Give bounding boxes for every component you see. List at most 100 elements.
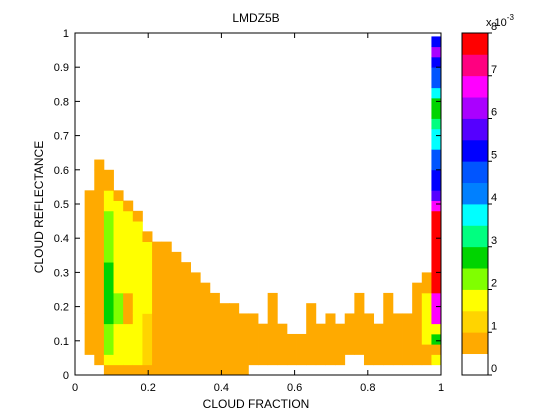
heatmap-cell [132, 262, 143, 314]
colorbar-swatch [462, 33, 488, 55]
colorbar-swatch [462, 204, 488, 226]
colorbar-tick-label: 8 [491, 21, 497, 33]
heatmap-cell [132, 313, 143, 366]
heatmap-cell [431, 354, 442, 366]
y-tick-label: 0.3 [54, 267, 69, 279]
y-tick-label: 0.6 [54, 165, 69, 177]
colorbar-tick-label: 4 [491, 192, 497, 204]
heatmap-cell [267, 292, 278, 366]
heatmap-cell [315, 323, 326, 366]
heatmap-cell [373, 323, 384, 366]
heatmap-cell [113, 364, 124, 376]
y-tick-label: 0.8 [54, 96, 69, 108]
colorbar-exponent-label: x 10-3 [486, 13, 514, 29]
heatmap-cell [152, 364, 163, 376]
x-tick-label: 0.4 [214, 382, 229, 394]
y-tick-label: 0.7 [54, 131, 69, 143]
heatmap-cell [132, 221, 143, 263]
x-tick-label: 0 [72, 382, 78, 394]
heatmap-cell [142, 364, 153, 376]
heatmap-cell [103, 354, 114, 366]
heatmap-cell [431, 87, 442, 99]
heatmap-cell [392, 313, 403, 366]
heatmap-cell [123, 200, 134, 212]
heatmap-cell [402, 313, 413, 366]
heatmap-cell [113, 292, 124, 325]
colorbar-swatch [462, 118, 488, 141]
heatmap-cell [431, 344, 442, 355]
heatmap-cell [363, 313, 375, 366]
heatmap-cell [431, 56, 442, 68]
heatmap-cell [171, 251, 182, 376]
heatmap-cell [344, 313, 355, 355]
heatmap-cell [103, 364, 114, 376]
colorbar-swatch [462, 139, 488, 162]
y-tick-label: 0.1 [54, 336, 69, 348]
x-tick-label: 1 [438, 382, 444, 394]
x-tick-label: 0.8 [360, 382, 375, 394]
colorbar-swatch [462, 97, 488, 119]
heatmap-cell [103, 180, 114, 191]
heatmap-cell [103, 190, 114, 212]
colorbar-swatch [462, 161, 488, 184]
heatmap-cell [431, 149, 442, 171]
heatmap-cell [335, 323, 346, 366]
y-tick-label: 0.5 [54, 199, 69, 211]
colorbar-swatch [462, 54, 488, 77]
colorbar-swatches [462, 33, 488, 376]
colorbar-tick-label: 6 [491, 107, 497, 119]
heatmap-cell [431, 200, 442, 212]
colorbar-swatch [462, 332, 488, 355]
heatmap-cell [123, 364, 134, 376]
heatmap-cell [94, 231, 105, 284]
y-axis-label: CLOUD REFLECTANCE [32, 141, 46, 273]
heatmap-cell [94, 159, 105, 171]
heatmap-cell [421, 272, 432, 294]
colorbar-tick-label: 3 [491, 235, 497, 247]
heatmap-cell [200, 282, 211, 376]
y-tick-label: 0.9 [54, 62, 69, 74]
colorbar-swatch [462, 182, 488, 205]
colorbar-tick-label: 0 [491, 363, 497, 375]
heatmap-cell [103, 323, 114, 355]
heatmap-cell [431, 169, 442, 191]
heatmap-cell [132, 210, 143, 222]
heatmap-cell [132, 364, 143, 376]
heatmap-cell [209, 292, 220, 376]
heatmap-cell [431, 128, 442, 150]
heatmap-cell [431, 323, 442, 335]
heatmap-cell [229, 303, 240, 376]
heatmap-cell [123, 241, 134, 294]
heatmap-cell [84, 313, 95, 355]
colorbar-swatch [462, 75, 488, 98]
heatmap-cell [103, 210, 114, 263]
heatmap-cell [161, 241, 172, 376]
heatmap-cell [142, 313, 153, 366]
heatmap-cell [113, 262, 124, 294]
heatmap-cell [421, 344, 432, 366]
heatmap-cell [219, 303, 230, 376]
heatmap-cell [123, 292, 134, 325]
heatmap-cell [431, 292, 442, 325]
y-tick-label: 0.4 [54, 233, 69, 245]
y-axis-ticks: 0 0.1 0.2 0.3 0.4 0.5 0.6 0.7 0.8 0.9 1 [54, 28, 441, 382]
heatmap-cell [94, 282, 105, 345]
heatmap-cell [103, 262, 114, 325]
colorbar-tick-label: 2 [491, 278, 497, 290]
heatmap-cell [431, 190, 442, 201]
y-tick-label: 1 [63, 28, 69, 40]
colorbar-swatch [462, 353, 488, 376]
heatmap-cell [113, 344, 124, 366]
heatmap-cell [113, 200, 124, 212]
heatmap-cell [103, 169, 114, 181]
heatmap-cell [325, 313, 336, 366]
colorbar-tick-label: 5 [491, 149, 497, 161]
heatmap-cell [113, 190, 124, 201]
heatmap-cell [412, 282, 423, 366]
colorbar-swatch [462, 310, 488, 333]
chart-title: LMDZ5B [232, 11, 279, 25]
x-tick-label: 0.6 [287, 382, 302, 394]
colorbar-swatch [462, 268, 488, 290]
heatmap-cell [238, 313, 249, 376]
